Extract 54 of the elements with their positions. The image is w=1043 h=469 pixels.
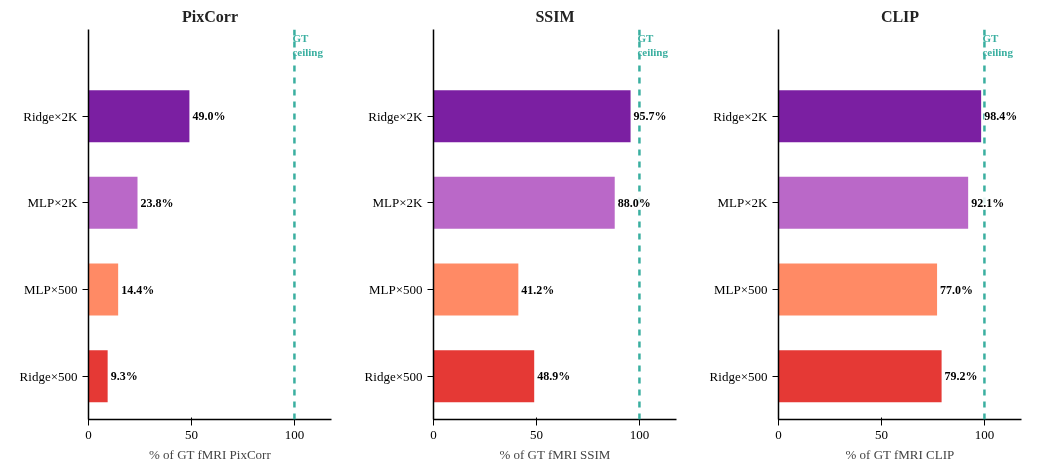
data-label: 98.4% [984,109,1018,124]
y-tick-label: Ridge×2K [713,108,769,124]
bar [433,90,631,143]
x-axis-title: % of GT fMRI PixCorr [148,446,272,462]
x-tick-label: 100 [629,426,650,442]
bar [778,90,982,143]
x-tick-label: 0 [775,426,782,442]
ref-line-label: GT ceiling [292,31,324,58]
y-tick-label: MLP×2K [27,195,79,211]
data-label: 92.1% [971,195,1005,210]
x-axis-title: % of GT fMRI CLIP [845,446,955,462]
bar [88,350,108,403]
data-label: 95.7% [633,109,667,124]
y-tick-label: MLP×500 [23,282,78,297]
bar [778,176,969,229]
data-label: 9.3% [110,369,138,384]
data-label: 88.0% [617,195,651,210]
data-label: 79.2% [944,369,978,384]
bar [433,350,535,403]
x-tick-label: 50 [184,426,198,442]
ref-line-label: GT ceiling [637,31,669,58]
bar [88,90,190,143]
x-tick-label: 0 [85,426,92,442]
data-label: 14.4% [121,282,155,297]
bar [778,350,942,403]
x-tick-label: 50 [874,426,888,442]
data-label: 77.0% [940,282,974,297]
y-tick-label: Ridge×500 [19,368,78,384]
bar [433,176,615,229]
ref-line-label: GT ceiling [982,31,1014,58]
y-tick-label: Ridge×500 [364,368,423,384]
x-tick-label: 100 [974,426,995,442]
bar [778,263,938,316]
chart-title: PixCorr [182,7,238,25]
y-tick-label: Ridge×2K [368,108,424,124]
y-tick-label: Ridge×500 [709,368,768,384]
chart-title: SSIM [535,7,575,25]
data-label: 48.9% [537,369,571,384]
x-tick-label: 100 [284,426,305,442]
x-tick-label: 50 [529,426,543,442]
bar [88,263,119,316]
bar [433,263,519,316]
data-label: 41.2% [521,282,555,297]
chart-title: CLIP [880,7,920,25]
data-label: 23.8% [140,195,174,210]
data-label: 49.0% [192,109,226,124]
y-tick-label: MLP×500 [368,282,423,297]
y-tick-label: MLP×2K [372,195,424,211]
bar [88,176,138,229]
y-tick-label: MLP×500 [713,282,768,297]
x-tick-label: 0 [430,426,437,442]
x-axis-title: % of GT fMRI SSIM [499,446,611,462]
y-tick-label: MLP×2K [717,195,769,211]
y-tick-label: Ridge×2K [23,108,79,124]
